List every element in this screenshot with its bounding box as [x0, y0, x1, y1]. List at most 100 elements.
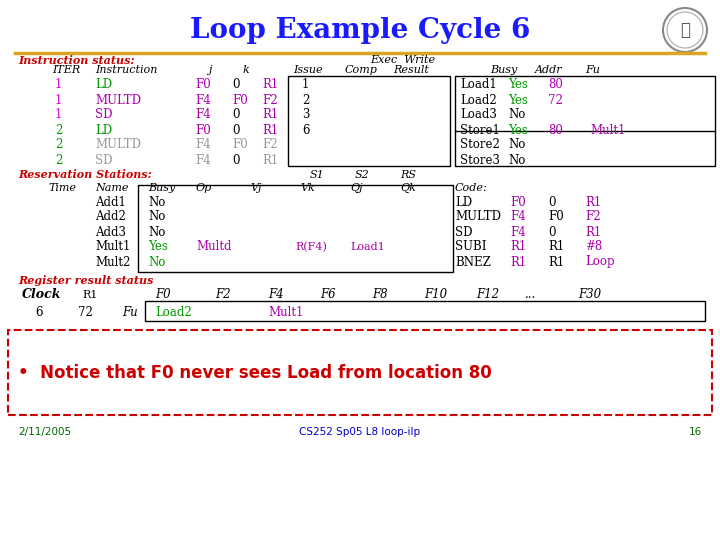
Text: Fu: Fu — [122, 306, 138, 319]
Text: 1: 1 — [55, 109, 63, 122]
Text: LD: LD — [95, 124, 112, 137]
Text: R(F4): R(F4) — [295, 242, 327, 252]
Text: 6: 6 — [302, 124, 310, 137]
Text: Mult1: Mult1 — [95, 240, 130, 253]
Text: 0: 0 — [232, 153, 240, 166]
Text: F4: F4 — [195, 138, 211, 152]
Text: MULTD: MULTD — [95, 138, 141, 152]
Text: F2: F2 — [262, 93, 278, 106]
Text: 2: 2 — [302, 93, 310, 106]
Text: Result: Result — [393, 65, 429, 75]
Text: Clock: Clock — [22, 288, 61, 301]
Text: Add1: Add1 — [95, 195, 126, 208]
Text: Load3: Load3 — [460, 109, 497, 122]
Text: CS252 Sp05 L8 loop-ilp: CS252 Sp05 L8 loop-ilp — [300, 427, 420, 437]
Text: R1: R1 — [585, 226, 601, 239]
Text: MULTD: MULTD — [95, 93, 141, 106]
Text: Yes: Yes — [508, 78, 528, 91]
Text: Store2: Store2 — [460, 138, 500, 152]
Text: 2: 2 — [55, 124, 63, 137]
Text: Yes: Yes — [508, 93, 528, 106]
Text: 72: 72 — [78, 306, 93, 319]
Text: F0: F0 — [510, 195, 526, 208]
Text: F0: F0 — [195, 124, 211, 137]
Text: LD: LD — [455, 195, 472, 208]
Text: F2: F2 — [262, 138, 278, 152]
Text: F4: F4 — [510, 211, 526, 224]
Text: 1: 1 — [55, 78, 63, 91]
Text: Register result status: Register result status — [18, 274, 153, 286]
Text: Load1: Load1 — [460, 78, 497, 91]
Text: F4: F4 — [195, 93, 211, 106]
Text: 0: 0 — [232, 78, 240, 91]
Text: No: No — [148, 195, 166, 208]
Text: Mult2: Mult2 — [95, 255, 130, 268]
Bar — [288, 76, 450, 166]
Text: Busy: Busy — [490, 65, 517, 75]
Text: R1: R1 — [262, 109, 278, 122]
Text: 2/11/2005: 2/11/2005 — [18, 427, 71, 437]
Text: 1: 1 — [302, 78, 310, 91]
Text: Vj: Vj — [250, 183, 261, 193]
Text: F4: F4 — [510, 226, 526, 239]
Text: R1: R1 — [548, 240, 564, 253]
Text: F4: F4 — [195, 109, 211, 122]
Text: Add2: Add2 — [95, 211, 126, 224]
Text: ...: ... — [525, 288, 536, 301]
Text: Qk: Qk — [400, 183, 416, 193]
Text: R1: R1 — [262, 124, 278, 137]
Text: 0: 0 — [232, 124, 240, 137]
Text: F8: F8 — [372, 288, 387, 301]
Text: Qj: Qj — [350, 183, 363, 193]
Text: SD: SD — [455, 226, 472, 239]
Text: Loop: Loop — [585, 255, 615, 268]
Text: R1: R1 — [510, 240, 526, 253]
Text: F0: F0 — [548, 211, 564, 224]
Text: 1: 1 — [55, 93, 63, 106]
Text: 80: 80 — [548, 124, 563, 137]
Text: R1: R1 — [262, 153, 278, 166]
Text: No: No — [508, 153, 526, 166]
Text: Instruction status:: Instruction status: — [18, 55, 135, 65]
Text: ITER: ITER — [52, 65, 80, 75]
Text: F4: F4 — [268, 288, 284, 301]
Text: Name: Name — [95, 183, 128, 193]
Text: F12: F12 — [476, 288, 499, 301]
Text: 72: 72 — [548, 93, 563, 106]
Bar — [8, 330, 712, 415]
Text: Fu: Fu — [585, 65, 600, 75]
Text: F30: F30 — [578, 288, 601, 301]
Text: R1: R1 — [585, 195, 601, 208]
Text: BNEZ: BNEZ — [455, 255, 491, 268]
Text: Addr: Addr — [535, 65, 562, 75]
Text: R1: R1 — [82, 290, 97, 300]
Text: Mult1: Mult1 — [268, 306, 303, 319]
Text: Exec  Write: Exec Write — [370, 55, 435, 65]
Text: F2: F2 — [215, 288, 230, 301]
Text: Busy: Busy — [148, 183, 175, 193]
Text: S2: S2 — [355, 170, 370, 180]
Text: Add3: Add3 — [95, 226, 126, 239]
Bar — [455, 76, 715, 166]
Text: No: No — [148, 255, 166, 268]
Text: Issue: Issue — [293, 65, 323, 75]
Text: Op: Op — [196, 183, 212, 193]
Text: Load2: Load2 — [460, 93, 497, 106]
Text: R1: R1 — [548, 255, 564, 268]
Text: Yes: Yes — [148, 240, 168, 253]
Bar — [138, 185, 453, 272]
Text: Instruction: Instruction — [95, 65, 158, 75]
Text: R1: R1 — [510, 255, 526, 268]
Text: No: No — [148, 226, 166, 239]
Text: S1: S1 — [310, 170, 325, 180]
Text: F6: F6 — [320, 288, 336, 301]
Text: F0: F0 — [195, 78, 211, 91]
Text: 0: 0 — [548, 195, 556, 208]
Text: MULTD: MULTD — [455, 211, 501, 224]
Bar — [145, 301, 705, 321]
Text: Multd: Multd — [196, 240, 232, 253]
Text: No: No — [508, 138, 526, 152]
Text: #8: #8 — [585, 240, 602, 253]
Text: 2: 2 — [55, 138, 63, 152]
Text: LD: LD — [95, 78, 112, 91]
